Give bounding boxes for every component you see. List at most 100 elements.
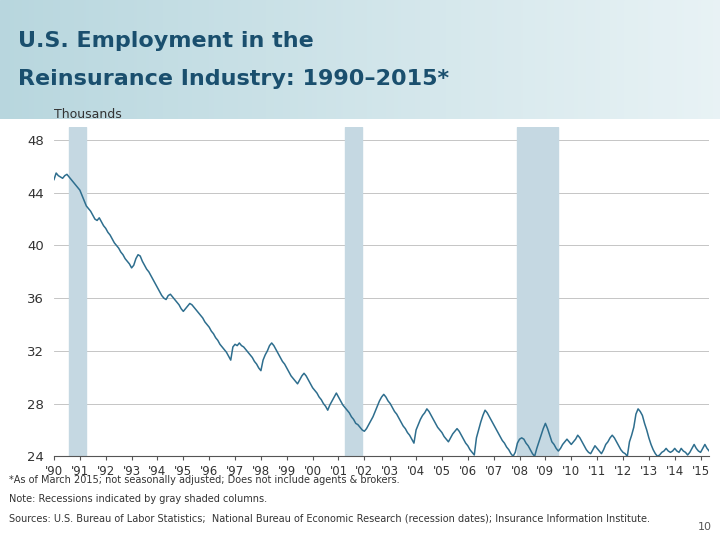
Bar <box>581 0 583 119</box>
Bar <box>58 0 60 119</box>
Bar <box>81 0 84 119</box>
Bar <box>538 0 540 119</box>
Bar <box>547 0 549 119</box>
Bar <box>86 0 89 119</box>
Bar <box>345 127 362 456</box>
Bar <box>629 0 631 119</box>
Bar <box>55 0 58 119</box>
Bar <box>171 0 173 119</box>
Bar <box>0 0 2 119</box>
Bar <box>65 0 67 119</box>
Bar <box>600 0 603 119</box>
Bar <box>626 0 629 119</box>
Bar <box>315 0 317 119</box>
Bar <box>711 0 713 119</box>
Bar <box>531 0 533 119</box>
Bar <box>113 0 115 119</box>
Bar <box>475 0 477 119</box>
Bar <box>578 0 581 119</box>
Bar <box>684 0 686 119</box>
Bar <box>391 0 394 119</box>
Bar <box>545 0 547 119</box>
Bar <box>504 0 506 119</box>
Bar <box>151 0 153 119</box>
Text: Note: Recessions indicated by gray shaded columns.: Note: Recessions indicated by gray shade… <box>9 494 267 504</box>
Bar <box>235 0 238 119</box>
Bar <box>459 0 461 119</box>
Bar <box>389 0 391 119</box>
Bar <box>463 0 466 119</box>
Bar <box>261 0 264 119</box>
Bar <box>175 0 178 119</box>
Bar <box>312 0 315 119</box>
Bar <box>139 0 142 119</box>
Bar <box>401 0 403 119</box>
Bar <box>115 0 117 119</box>
Bar <box>387 0 389 119</box>
Bar <box>281 0 283 119</box>
Bar <box>307 0 310 119</box>
Bar <box>564 0 567 119</box>
Bar <box>470 0 473 119</box>
Bar <box>466 0 468 119</box>
Bar <box>259 0 261 119</box>
Bar <box>34 0 36 119</box>
Bar <box>444 0 446 119</box>
Bar <box>153 0 156 119</box>
Bar <box>396 0 398 119</box>
Bar <box>295 0 297 119</box>
Bar <box>168 0 171 119</box>
Bar <box>144 0 146 119</box>
Bar <box>382 0 384 119</box>
Bar <box>372 0 374 119</box>
Bar <box>106 0 108 119</box>
Bar <box>454 0 456 119</box>
Bar <box>194 0 197 119</box>
Bar <box>218 0 221 119</box>
Bar <box>610 0 612 119</box>
Bar <box>135 0 137 119</box>
Bar <box>439 0 441 119</box>
Bar <box>621 0 624 119</box>
Bar <box>583 0 585 119</box>
Bar <box>211 0 214 119</box>
Bar <box>365 0 367 119</box>
Bar <box>693 0 696 119</box>
Bar <box>482 0 485 119</box>
Bar <box>516 0 518 119</box>
Bar <box>293 0 295 119</box>
Bar <box>590 0 593 119</box>
Bar <box>358 0 360 119</box>
Bar <box>63 0 65 119</box>
Bar <box>437 0 439 119</box>
Bar <box>199 0 202 119</box>
Bar <box>189 0 192 119</box>
Bar <box>24 0 27 119</box>
Bar <box>12 0 14 119</box>
Bar <box>614 0 617 119</box>
Bar <box>31 0 34 119</box>
Bar <box>22 0 24 119</box>
Bar <box>415 0 418 119</box>
Text: Sources: U.S. Bureau of Labor Statistics;  National Bureau of Economic Research : Sources: U.S. Bureau of Labor Statistics… <box>9 513 649 523</box>
Bar <box>549 0 552 119</box>
Bar <box>513 0 516 119</box>
Bar <box>60 0 63 119</box>
Bar <box>686 0 689 119</box>
Bar <box>192 0 194 119</box>
Bar <box>715 0 718 119</box>
Bar <box>228 0 230 119</box>
Bar <box>336 0 338 119</box>
Bar <box>319 0 322 119</box>
Bar <box>127 0 130 119</box>
Bar <box>374 0 377 119</box>
Bar <box>290 0 293 119</box>
Bar <box>317 0 319 119</box>
Bar <box>461 0 463 119</box>
Bar <box>612 0 614 119</box>
Bar <box>619 0 621 119</box>
Text: Thousands: Thousands <box>54 109 122 122</box>
Bar <box>300 0 302 119</box>
Bar <box>593 0 595 119</box>
Bar <box>679 0 682 119</box>
